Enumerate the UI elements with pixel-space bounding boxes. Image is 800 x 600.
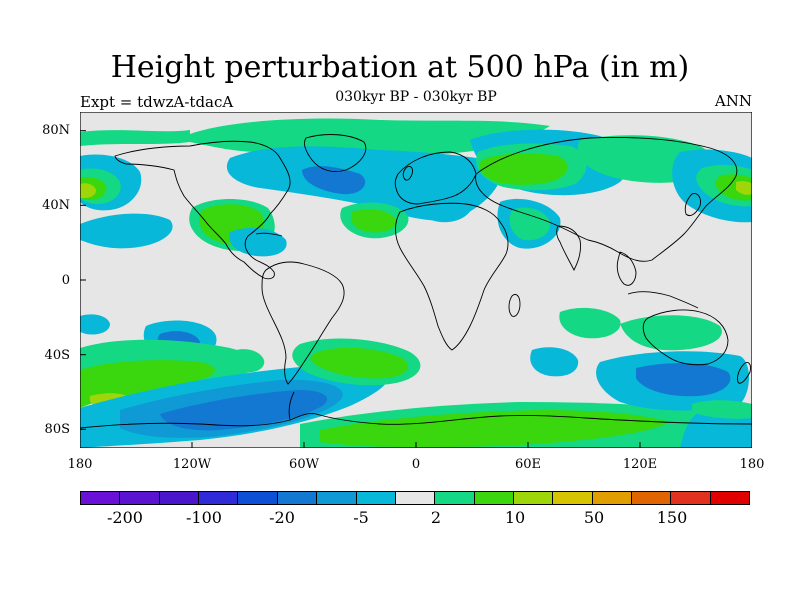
colorbar-swatch [710, 492, 750, 504]
coastline-new-zealand [737, 361, 751, 384]
colorbar-swatch [277, 492, 318, 504]
lon-label-120e: 120E [622, 457, 658, 472]
colorbar-swatch [592, 492, 633, 504]
contour-teal-arctic-west [80, 130, 190, 146]
contour-yellowgreen-pacific-west-edge [80, 183, 96, 198]
contour-green-atlantic-high [350, 209, 397, 233]
coastline-madagascar [508, 293, 521, 317]
coastline-layer [80, 134, 752, 429]
colorbar-swatch [238, 492, 278, 504]
colorbar-label: -200 [107, 508, 143, 527]
lat-label-80s: 80S [44, 422, 70, 437]
contour-green-antarctic-ring [320, 410, 670, 448]
lon-label-180w: 180 [67, 457, 93, 472]
contour-lightblue-south-pacific-west [80, 314, 110, 335]
colorbar-label: 10 [504, 508, 526, 527]
colorbar-swatch [356, 492, 396, 504]
colorbar-swatch [632, 492, 672, 504]
colorbar-label: -5 [353, 508, 369, 527]
colorbar-label: -20 [269, 508, 295, 527]
lat-label-40s: 40S [44, 348, 70, 363]
colorbar-swatch [159, 492, 200, 504]
contour-lightblue-europe [409, 178, 474, 223]
contour-yellowgreen-north-pacific [736, 181, 752, 195]
coastline-indonesia [627, 291, 699, 309]
contour-teal-indian-ocean-north [559, 307, 621, 339]
contour-blue-indian-ocean [636, 363, 731, 397]
coastline-antarctica [80, 413, 752, 429]
coastline-africa [395, 202, 509, 351]
colorbar-swatch [513, 492, 554, 504]
colorbar-swatch [120, 492, 160, 504]
lon-label-0: 0 [411, 457, 421, 472]
coastline-australia [642, 309, 729, 366]
contour-teal-arctic-center [190, 118, 550, 155]
lat-label-80n: 80N [42, 123, 70, 138]
lon-label-120w: 120W [172, 457, 212, 472]
colorbar-swatch [317, 492, 357, 504]
lon-label-60e: 60E [514, 457, 542, 472]
coastline-europe [394, 151, 477, 205]
contour-teal-south-pacific-east [692, 400, 752, 419]
coastline-uk [402, 165, 413, 181]
lat-label-eq: 0 [61, 273, 70, 288]
colorbar-swatch [553, 492, 593, 504]
period-label: 030kyr BP - 030kyr BP [335, 89, 497, 105]
colorbar-swatch [671, 492, 711, 504]
colorbar-swatch [474, 492, 514, 504]
contour-blue-southern-ocean-core [160, 390, 328, 431]
colorbar-swatch [81, 492, 121, 504]
plot-title: Height perturbation at 500 hPa (in m) [110, 50, 690, 85]
contour-teal-east-asia-core [509, 207, 551, 241]
lon-label-180e: 180 [739, 457, 765, 472]
coastline-greenland [303, 134, 367, 172]
colorbar-swatch [199, 492, 239, 504]
coastline-antarctic-peninsula [288, 391, 295, 421]
colorbar-label: 2 [430, 508, 442, 527]
contour-teal-south-america-west [228, 349, 265, 373]
coastline-japan [684, 193, 701, 217]
tick-marks [80, 130, 641, 448]
experiment-label: Expt = tdwzA-tdacA [80, 93, 234, 111]
contour-green-south-atlantic [310, 347, 409, 379]
colorbar-label: 150 [656, 508, 688, 527]
contour-lightblue-south-africa [530, 347, 579, 377]
lon-label-60w: 60W [289, 457, 319, 472]
coastline-caribbean [255, 232, 283, 237]
colorbar [80, 491, 750, 505]
coastline-southeast-asia [616, 251, 637, 286]
lat-label-40n: 40N [42, 198, 70, 213]
colorbar-swatch [435, 492, 475, 504]
coastline-asia [475, 137, 738, 262]
contour-lightblue-subtropical-pacific [80, 213, 173, 249]
contour-teal-australia [620, 315, 722, 351]
coastline-south-america [261, 261, 345, 385]
height-perturbation-map [80, 112, 752, 448]
coastline-india [556, 225, 581, 272]
contour-fill-layer [80, 112, 752, 448]
contour-green-siberia [479, 153, 568, 185]
contour-blue-north-atlantic [302, 166, 366, 195]
contour-lightblue-mexico [229, 227, 287, 257]
coastline-north-america [114, 140, 291, 280]
colorbar-swatch [395, 492, 436, 504]
colorbar-label: -100 [186, 508, 222, 527]
colorbar-label: 50 [583, 508, 605, 527]
season-label: ANN [714, 92, 752, 110]
